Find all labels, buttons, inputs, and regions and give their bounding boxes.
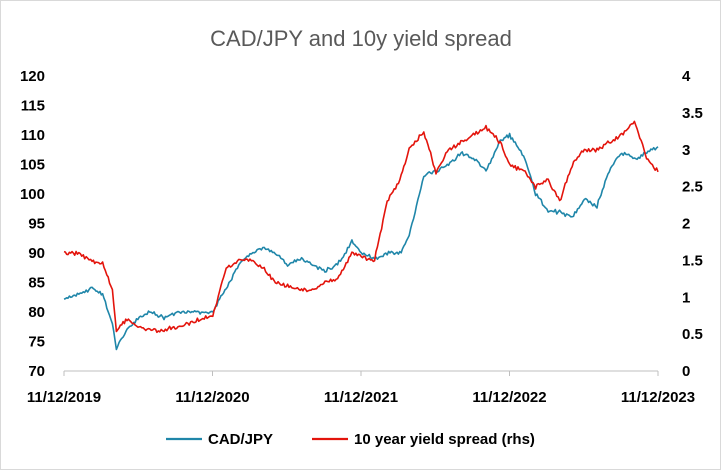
y-right-tick-label: 1	[682, 289, 690, 306]
series-layer	[63, 120, 659, 351]
y-right-tick-label: 2.5	[682, 179, 703, 196]
y-left-tick-label: 85	[28, 275, 45, 292]
chart-title: CAD/JPY and 10y yield spread	[210, 26, 512, 51]
y-left-tick-label: 110	[21, 127, 45, 144]
x-tick-label: 11/12/2022	[472, 389, 546, 406]
axes-layer: 70 75 80 85 90 95 100 105 110 115 120 0 0.5 1 1.5 2 2.5 3…	[20, 68, 703, 406]
y-right-tick-label: 0	[682, 363, 690, 380]
legend-label: CAD/JPY	[208, 431, 273, 448]
x-tick-label: 11/12/2023	[621, 389, 695, 406]
y-right-tick-label: 4	[682, 68, 691, 85]
y-right-tick-label: 3.5	[682, 105, 703, 122]
y-right-tick-label: 3	[682, 142, 690, 159]
y-left-tick-label: 95	[28, 216, 45, 233]
y-left-tick-label: 70	[28, 363, 45, 380]
y-left-tick-label: 120	[20, 68, 45, 85]
legend: CAD/JPY 10 year yield spread (rhs)	[166, 431, 535, 448]
legend-label: 10 year yield spread (rhs)	[354, 431, 535, 448]
x-tick-label: 11/12/2019	[27, 389, 101, 406]
y-right-tick-label: 2	[682, 216, 690, 233]
x-tick-label: 11/12/2020	[175, 389, 249, 406]
x-tick-label: 11/12/2021	[324, 389, 398, 406]
y-left-tick-label: 100	[20, 186, 45, 203]
series-line-cad-jpy	[63, 132, 659, 351]
y-right-tick-label: 0.5	[682, 326, 703, 343]
y-left-tick-label: 115	[21, 98, 45, 115]
y-left-tick-label: 90	[28, 245, 45, 262]
y-right-tick-label: 1.5	[682, 252, 703, 269]
y-left-tick-label: 75	[28, 334, 45, 351]
y-left-tick-label: 105	[20, 157, 45, 174]
y-left-tick-label: 80	[28, 304, 45, 321]
series-line-yield-spread	[63, 120, 659, 334]
